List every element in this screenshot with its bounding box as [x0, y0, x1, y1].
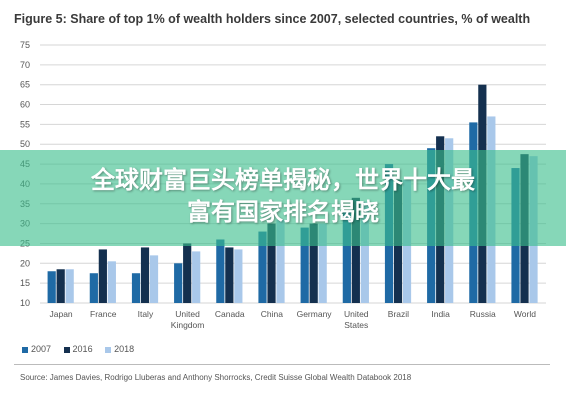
x-tick-label-china: China: [261, 309, 283, 319]
bar-germany-2007: [300, 227, 309, 303]
legend-label-2018: 2018: [114, 344, 135, 354]
bar-japan-2007: [47, 271, 56, 303]
x-tick-label-russia: Russia: [470, 309, 496, 319]
y-tick-label-60: 60: [20, 100, 30, 110]
legend-label-2007: 2007: [31, 344, 52, 354]
bar-italy-2016: [140, 247, 150, 303]
bar-united-states-2007: [342, 211, 351, 303]
x-tick-label-world: World: [514, 309, 536, 319]
legend-swatch-2018: [105, 346, 112, 353]
bar-japan-2018: [65, 269, 74, 303]
legend-label-2016: 2016: [72, 344, 93, 354]
headline-line-1: 全球财富巨头榜单揭秘，世界十大最: [91, 166, 475, 194]
x-tick-label-france: France: [90, 309, 117, 319]
bar-germany-2018: [318, 223, 327, 303]
bar-france-2016: [98, 249, 107, 303]
x-tick-label-germany: Germany: [297, 309, 333, 319]
y-tick-label-55: 55: [20, 119, 30, 129]
bar-china-2018: [276, 219, 285, 303]
legend-swatch-2016: [63, 346, 70, 353]
bar-canada-2016: [225, 247, 234, 303]
x-tick-label-united-kingdom-1: United: [175, 309, 200, 319]
bar-france-2007: [89, 273, 98, 303]
bar-united-kingdom-2016: [183, 243, 192, 303]
bar-italy-2007: [131, 273, 141, 303]
x-tick-label-india: India: [431, 309, 450, 319]
bar-canada-2007: [216, 239, 225, 303]
headline-line-2: 富有国家排名揭晓: [187, 198, 379, 226]
x-tick-label-united-states-2: States: [344, 320, 368, 330]
bar-united-states-2016: [351, 197, 360, 303]
legend-item-2018: 2018: [105, 344, 134, 354]
legend-swatch-2007: [22, 346, 28, 353]
figure-title: Figure 5: Share of top 1% of wealth hold…: [14, 12, 531, 26]
chart-legend: 2007 2016 2018: [22, 344, 144, 354]
x-tick-label-united-states-1: United: [344, 309, 369, 319]
legend-item-2007: 2007: [22, 344, 51, 354]
x-tick-label-japan: Japan: [49, 309, 72, 319]
bar-united-states-2018: [360, 201, 369, 303]
x-tick-label-canada: Canada: [215, 309, 245, 319]
x-tick-label-italy: Italy: [138, 309, 154, 319]
bar-germany-2016: [309, 223, 318, 303]
bar-china-2016: [267, 223, 276, 303]
y-tick-label-70: 70: [20, 60, 30, 70]
bar-japan-2016: [56, 269, 65, 303]
legend-item-2016: 2016: [63, 344, 93, 354]
bar-canada-2018: [234, 249, 243, 303]
y-tick-label-50: 50: [20, 139, 30, 149]
y-tick-label-10: 10: [20, 298, 30, 308]
y-tick-label-75: 75: [20, 40, 30, 50]
bar-italy-2018: [149, 255, 159, 303]
y-tick-label-20: 20: [20, 258, 30, 268]
source-note: Source: James Davies, Rodrigo Lluberas a…: [20, 373, 412, 382]
bar-united-kingdom-2007: [174, 263, 183, 303]
headline-text: 全球财富巨头榜单揭秘，世界十大最 富有国家排名揭晓: [0, 164, 566, 228]
bar-united-kingdom-2018: [192, 251, 201, 303]
y-tick-label-65: 65: [20, 80, 30, 90]
x-tick-label-brazil: Brazil: [388, 309, 409, 319]
bar-france-2018: [107, 261, 116, 303]
headline-banner: 全球财富巨头榜单揭秘，世界十大最 富有国家排名揭晓: [0, 150, 566, 246]
y-tick-label-15: 15: [20, 278, 30, 288]
bar-china-2007: [258, 231, 267, 303]
source-divider: [14, 364, 550, 365]
x-tick-label-united-kingdom-2: Kingdom: [171, 320, 205, 330]
